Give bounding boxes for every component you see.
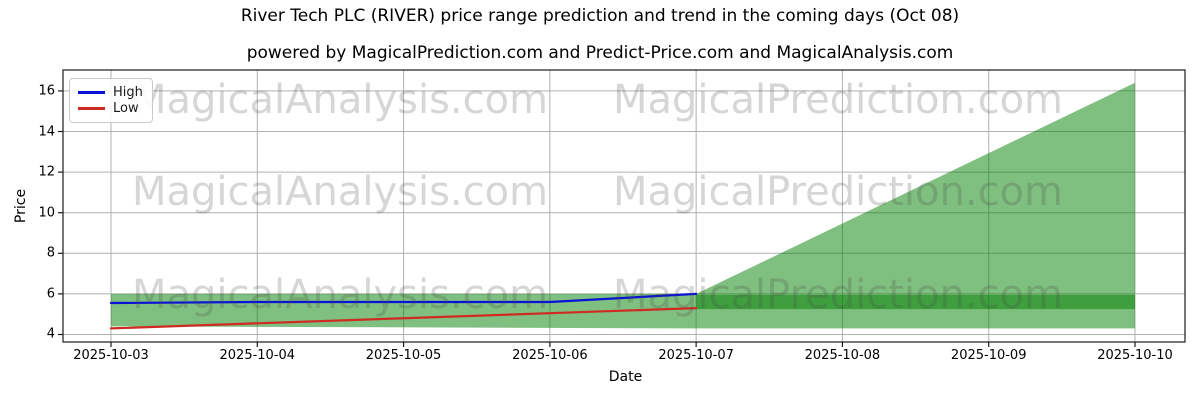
x-tick-label: 2025-10-07 (658, 348, 734, 363)
band-forecast-fan (696, 82, 1135, 329)
x-tick-label: 2025-10-08 (804, 348, 881, 363)
x-tick-label: 2025-10-10 (1097, 348, 1173, 363)
chart-title: River Tech PLC (RIVER) price range predi… (240, 6, 960, 26)
x-tick-label: 2025-10-06 (512, 348, 588, 363)
high-line-swatch (78, 90, 105, 94)
legend-item-high: High (78, 86, 144, 99)
legend-item-low: Low (78, 102, 144, 115)
x-tick-label: 2025-10-03 (73, 348, 149, 363)
band-forecast-likely-range (696, 294, 1135, 310)
y-tick-label: 8 (46, 245, 55, 261)
legend: High Low (69, 78, 153, 123)
legend-label-low: Low (113, 101, 139, 117)
y-tick-label: 14 (38, 124, 55, 139)
y-tick-label: 10 (38, 205, 55, 221)
x-tick-label: 2025-10-09 (950, 348, 1027, 363)
series-line-low (109, 307, 698, 330)
y-tick-label: 12 (38, 164, 55, 180)
x-tick-label: 2025-10-04 (219, 348, 296, 363)
x-tick-label: 2025-10-05 (365, 348, 442, 363)
x-axis-label: Date (608, 369, 643, 385)
y-tick-label: 4 (46, 326, 55, 342)
low-line-swatch (78, 107, 105, 111)
y-tick-label: 16 (38, 83, 55, 99)
legend-label-high: High (113, 84, 143, 100)
y-tick-label: 6 (46, 286, 55, 302)
axes-border (62, 69, 1186, 343)
chart-subtitle: powered by MagicalPrediction.com and Pre… (246, 43, 954, 63)
series-line-high (109, 292, 698, 305)
